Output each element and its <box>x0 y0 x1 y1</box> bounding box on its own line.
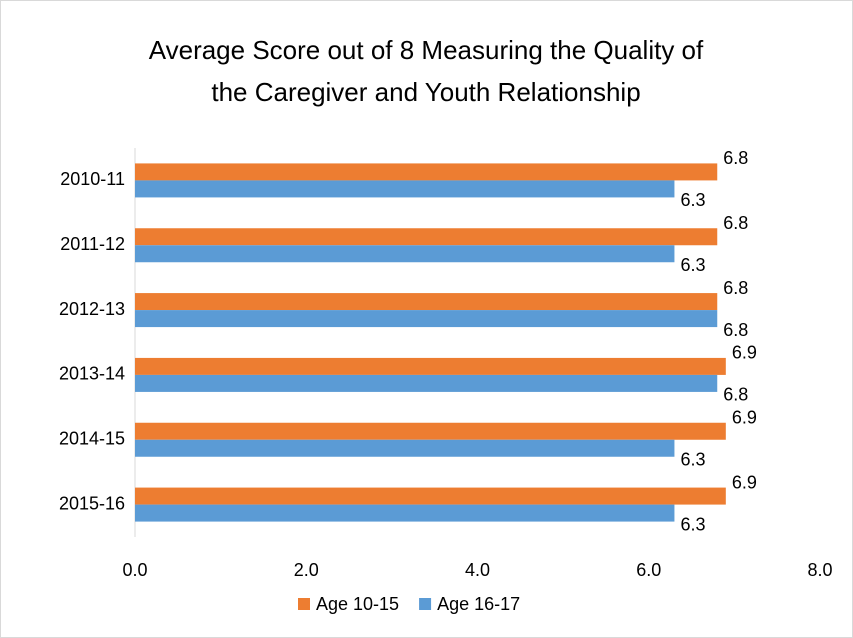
y-tick-label: 2011-12 <box>60 234 125 254</box>
y-tick-label: 2012-13 <box>59 299 125 319</box>
data-label: 6.9 <box>732 408 757 428</box>
bar <box>135 293 718 311</box>
y-tick-label: 2010-11 <box>60 169 125 189</box>
chart-title: Average Score out of 8 Measuring the Qua… <box>149 35 704 65</box>
bar <box>135 163 718 181</box>
x-tick-label: 4.0 <box>465 560 490 580</box>
data-label: 6.8 <box>723 278 748 298</box>
bar <box>135 357 726 375</box>
legend-swatch <box>298 598 310 610</box>
data-label: 6.3 <box>680 514 705 534</box>
x-tick-label: 8.0 <box>807 560 832 580</box>
bar <box>135 245 675 263</box>
bar <box>135 228 718 246</box>
x-tick-label: 0.0 <box>122 560 147 580</box>
data-label: 6.9 <box>732 343 757 363</box>
legend-swatch <box>419 598 432 610</box>
legend-label: Age 10-15 <box>316 594 399 614</box>
x-tick-label: 2.0 <box>294 560 319 580</box>
data-label: 6.3 <box>680 190 705 210</box>
data-label: 6.8 <box>723 213 748 233</box>
data-label: 6.3 <box>680 450 705 470</box>
bar <box>135 374 718 392</box>
y-tick-label: 2013-14 <box>59 364 125 384</box>
bar <box>135 310 718 328</box>
data-label: 6.3 <box>680 255 705 275</box>
y-tick-label: 2014-15 <box>59 429 125 449</box>
data-label: 6.9 <box>732 472 757 492</box>
data-label: 6.8 <box>723 385 748 405</box>
bar <box>135 504 675 522</box>
bar <box>135 422 726 440</box>
chart-title: the Caregiver and Youth Relationship <box>211 77 640 107</box>
bar <box>135 180 675 198</box>
legend-label: Age 16-17 <box>437 594 520 614</box>
y-tick-label: 2015-16 <box>59 493 125 513</box>
x-tick-label: 6.0 <box>636 560 661 580</box>
data-label: 6.8 <box>723 320 748 340</box>
bar <box>135 487 726 505</box>
data-label: 6.8 <box>723 148 748 168</box>
bar <box>135 439 675 457</box>
